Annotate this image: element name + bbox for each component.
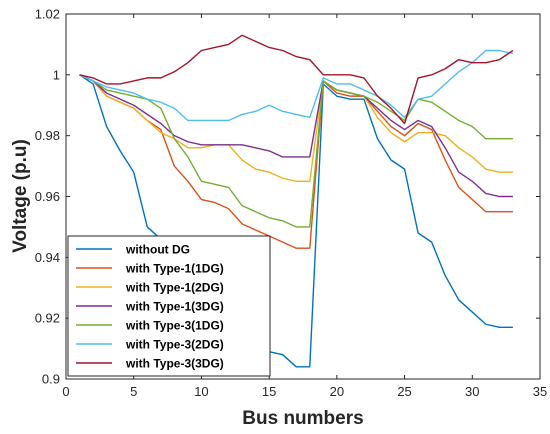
y-tick-labels: 0.9 0.92 0.94 0.96 0.98 1 1.02 bbox=[35, 7, 60, 387]
y-tick-label: 0.98 bbox=[35, 128, 60, 143]
x-tick-label: 15 bbox=[262, 384, 276, 399]
series-line-7 bbox=[79, 34, 514, 125]
y-tick-label: 0.96 bbox=[35, 189, 60, 204]
y-tick-label: 0.92 bbox=[35, 311, 60, 326]
x-tick-label: 20 bbox=[330, 384, 344, 399]
legend-label: with Type-1(3DG) bbox=[125, 300, 224, 314]
series-line-1 bbox=[79, 74, 513, 368]
legend-label: without DG bbox=[125, 243, 190, 257]
legend: without DG with Type-1(1DG) with Type-1(2D… bbox=[67, 235, 271, 377]
x-tick-label: 5 bbox=[130, 384, 137, 399]
legend-label: with Type-3(1DG) bbox=[125, 319, 224, 333]
x-axis-title: Bus numbers bbox=[242, 408, 363, 429]
y-tick-label: 0.9 bbox=[42, 372, 60, 387]
legend-label: with Type-3(2DG) bbox=[125, 338, 224, 352]
y-tick-label: 0.94 bbox=[35, 250, 60, 265]
series-line-2 bbox=[79, 74, 513, 249]
y-tick-label: 1 bbox=[53, 67, 60, 82]
series-line-6 bbox=[79, 49, 514, 122]
series-lines bbox=[79, 34, 514, 368]
y-axis-title: Voltage (p.u) bbox=[10, 139, 31, 253]
legend-label: with Type-1(1DG) bbox=[125, 262, 224, 276]
x-tick-label: 35 bbox=[533, 384, 547, 399]
legend-label: with Type-1(2DG) bbox=[125, 281, 224, 295]
y-tick-label: 1.02 bbox=[35, 7, 60, 22]
axes bbox=[65, 13, 541, 380]
series-line-4 bbox=[79, 74, 513, 198]
series-line-5 bbox=[79, 74, 513, 228]
x-tick-labels: 0 5 10 15 20 25 30 35 bbox=[62, 384, 547, 399]
x-tick-label: 30 bbox=[465, 384, 479, 399]
x-tick-label: 10 bbox=[194, 384, 208, 399]
x-tick-label: 25 bbox=[397, 384, 411, 399]
legend-label: with Type-3(3DG) bbox=[125, 357, 224, 371]
series-line-3 bbox=[79, 74, 513, 182]
x-tick-label: 0 bbox=[62, 384, 69, 399]
